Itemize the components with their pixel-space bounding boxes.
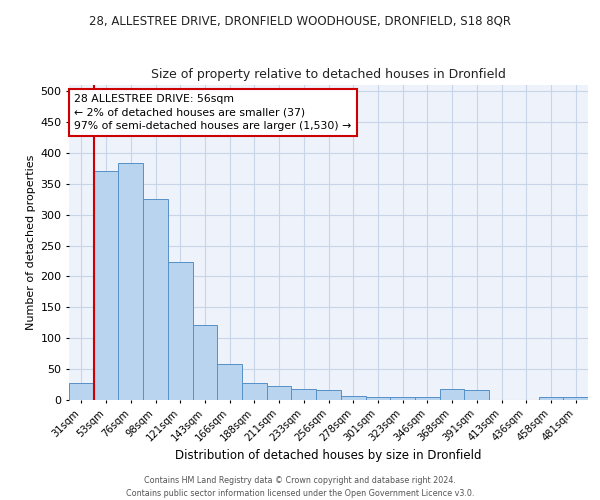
Bar: [69, 382, 94, 400]
Bar: [193, 326, 217, 400]
Bar: [143, 200, 168, 400]
Bar: [118, 164, 143, 400]
Text: 28, ALLESTREE DRIVE, DRONFIELD WOODHOUSE, DRONFIELD, S18 8QR: 28, ALLESTREE DRIVE, DRONFIELD WOODHOUSE…: [89, 15, 511, 28]
Bar: [242, 382, 267, 400]
Bar: [292, 389, 316, 400]
X-axis label: Distribution of detached houses by size in Dronfield: Distribution of detached houses by size …: [175, 449, 482, 462]
Text: 28 ALLESTREE DRIVE: 56sqm
← 2% of detached houses are smaller (37)
97% of semi-d: 28 ALLESTREE DRIVE: 56sqm ← 2% of detach…: [74, 94, 352, 131]
Bar: [267, 386, 292, 400]
Y-axis label: Number of detached properties: Number of detached properties: [26, 155, 36, 330]
Title: Size of property relative to detached houses in Dronfield: Size of property relative to detached ho…: [151, 68, 506, 81]
Bar: [563, 397, 588, 400]
Bar: [316, 390, 341, 400]
Bar: [217, 364, 242, 400]
Bar: [365, 397, 390, 400]
Bar: [440, 389, 464, 400]
Bar: [415, 397, 440, 400]
Bar: [539, 397, 563, 400]
Text: Contains HM Land Registry data © Crown copyright and database right 2024.
Contai: Contains HM Land Registry data © Crown c…: [126, 476, 474, 498]
Bar: [94, 172, 118, 400]
Bar: [390, 397, 415, 400]
Bar: [341, 396, 365, 400]
Bar: [168, 262, 193, 400]
Bar: [464, 390, 489, 400]
